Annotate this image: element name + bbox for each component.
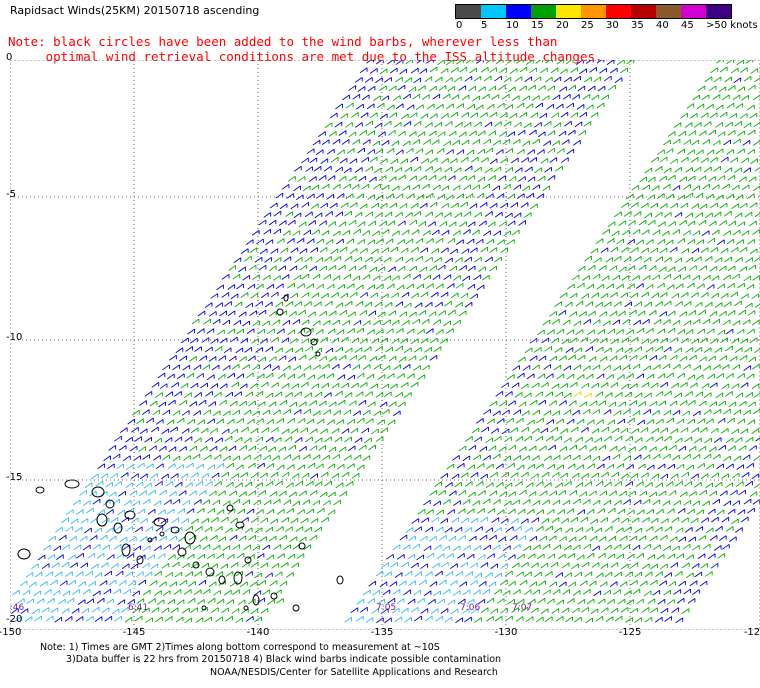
map-frame — [10, 60, 760, 630]
island-outline — [292, 604, 300, 612]
island-outline — [184, 531, 196, 545]
legend-label: 20 — [556, 20, 569, 31]
longitude-tick-label: -135 — [370, 627, 394, 638]
latitude-tick-label: -20 — [6, 614, 23, 625]
legend-swatch — [706, 5, 731, 18]
legend-label: 25 — [581, 20, 594, 31]
longitude-tick-label: -12 — [743, 627, 760, 638]
wind-barb-map: 6:46 6:41 7:05 7:06 7:07 — [10, 60, 760, 630]
footer-note-2: 3)Data buffer is 22 hrs from 20150718 4)… — [66, 654, 502, 665]
wind-speed-legend: 0 5 10 15 20 25 30 35 40 45 >50 knots — [455, 4, 758, 33]
island-outline — [298, 542, 306, 550]
longitude-tick-label: -125 — [618, 627, 642, 638]
island-outline — [124, 510, 136, 520]
map-title: Rapidsact Winds(25KM) 20150718 ascending — [10, 4, 260, 17]
legend-swatch — [631, 5, 656, 18]
island-outline — [64, 479, 80, 489]
latitude-tick-label: -15 — [6, 472, 23, 483]
latitude-tick-label: 0 — [6, 52, 13, 63]
island-outline — [218, 575, 226, 585]
legend-label: 45 — [681, 20, 694, 31]
island-outline — [147, 537, 153, 543]
lat-lon-grid — [10, 60, 760, 630]
island-outline — [276, 308, 284, 316]
island-outline — [243, 605, 249, 611]
island-outline — [136, 555, 144, 565]
island-outline — [233, 571, 243, 585]
legend-labels: 0 5 10 15 20 25 30 35 40 45 >50 knots — [455, 19, 758, 33]
island-outline — [17, 548, 31, 560]
island-outline — [201, 605, 207, 611]
footer-note-1: Note: 1) Times are GMT 2)Times along bot… — [40, 642, 440, 653]
island-outline — [159, 531, 165, 537]
note-line-1: Note: black circles have been added to t… — [8, 34, 558, 49]
island-outline — [91, 486, 105, 498]
time-label: 7:05 — [376, 603, 396, 613]
island-outline — [177, 547, 187, 557]
island-outline — [252, 594, 260, 606]
island-outline — [235, 521, 245, 529]
island-outline — [105, 499, 115, 509]
legend-color-bar — [455, 4, 732, 19]
longitude-tick-label: -150 — [0, 627, 22, 638]
island-outline — [244, 556, 252, 564]
longitude-tick-label: -130 — [494, 627, 518, 638]
legend-swatch — [481, 5, 506, 18]
legend-swatch — [506, 5, 531, 18]
legend-label: 35 — [631, 20, 644, 31]
island-outline — [226, 504, 234, 512]
longitude-tick-label: -140 — [246, 627, 270, 638]
time-labels: 6:46 6:41 7:05 7:06 7:07 — [10, 603, 532, 613]
legend-swatch — [556, 5, 581, 18]
legend-swatch — [581, 5, 606, 18]
wind-barbs-layer — [10, 60, 760, 624]
legend-label: 10 — [506, 20, 519, 31]
legend-swatch — [656, 5, 681, 18]
legend-label: 0 — [456, 20, 463, 31]
island-outline — [96, 513, 108, 527]
island-outline — [205, 567, 215, 577]
islands-layer — [17, 294, 344, 612]
island-outline — [310, 338, 318, 346]
legend-swatch — [606, 5, 631, 18]
island-outline — [283, 294, 289, 302]
island-outline — [113, 522, 123, 534]
island-outline — [336, 575, 344, 585]
latitude-tick-label: -10 — [6, 332, 23, 343]
time-label: 7:06 — [460, 603, 480, 613]
island-outline — [35, 486, 45, 494]
legend-label: 30 — [606, 20, 619, 31]
longitude-tick-label: -145 — [122, 627, 146, 638]
footer-credit: NOAA/NESDIS/Center for Satellite Applica… — [210, 667, 498, 678]
legend-label: 5 — [481, 20, 488, 31]
island-outline — [170, 526, 180, 534]
time-label: 7:07 — [512, 603, 532, 613]
time-label: 6:46 — [10, 603, 24, 613]
island-outline — [153, 517, 167, 527]
island-outline — [121, 543, 131, 557]
legend-label: >50 knots — [706, 20, 758, 31]
time-label: 6:41 — [128, 603, 148, 613]
latitude-tick-label: -5 — [6, 189, 16, 200]
legend-swatch — [681, 5, 706, 18]
island-outline — [300, 327, 312, 337]
island-outline — [270, 592, 278, 600]
island-outline — [192, 561, 200, 569]
legend-swatch — [531, 5, 556, 18]
legend-label: 40 — [656, 20, 669, 31]
legend-swatch — [456, 5, 481, 18]
island-outline — [315, 351, 321, 357]
legend-label: 15 — [531, 20, 544, 31]
